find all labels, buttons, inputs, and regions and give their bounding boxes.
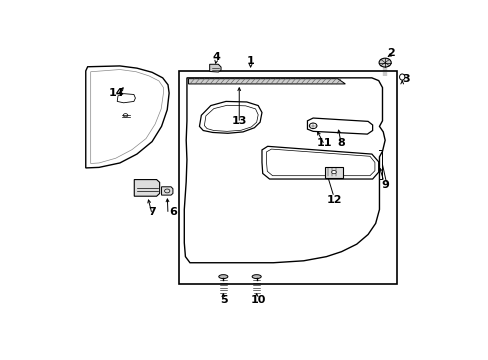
- Text: 8: 8: [337, 138, 345, 148]
- Text: 3: 3: [401, 74, 409, 84]
- Ellipse shape: [218, 275, 227, 279]
- Text: 9: 9: [381, 180, 388, 190]
- Circle shape: [378, 58, 390, 67]
- Text: 1: 1: [246, 56, 254, 66]
- Bar: [178, 71, 396, 284]
- Text: 6: 6: [169, 207, 177, 217]
- Circle shape: [331, 170, 336, 174]
- Polygon shape: [161, 187, 173, 195]
- Text: 7: 7: [148, 207, 156, 217]
- Polygon shape: [209, 64, 221, 72]
- Text: 14: 14: [108, 88, 123, 98]
- Text: 10: 10: [250, 296, 265, 305]
- Bar: [324, 167, 343, 177]
- Text: 4: 4: [212, 52, 220, 62]
- Text: 13: 13: [231, 116, 246, 126]
- Text: 2: 2: [386, 48, 394, 58]
- Polygon shape: [134, 180, 159, 196]
- Text: 5: 5: [220, 296, 227, 305]
- Text: 12: 12: [325, 195, 341, 205]
- Text: 11: 11: [316, 138, 331, 148]
- Polygon shape: [188, 79, 345, 84]
- Ellipse shape: [252, 275, 261, 279]
